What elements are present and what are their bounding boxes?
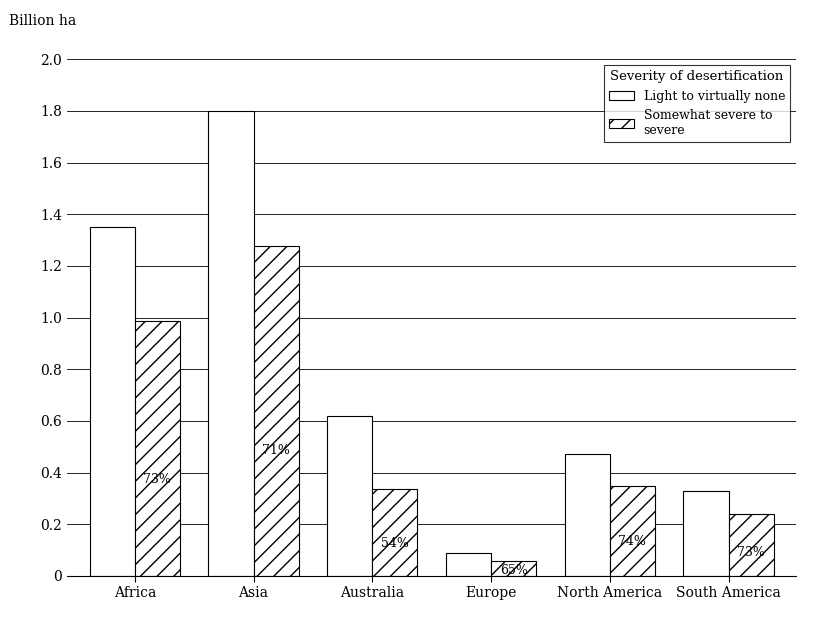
Bar (208, 111, 254, 576)
Bar (327, 416, 372, 576)
Bar (565, 455, 610, 576)
Text: 73%: 73% (143, 473, 172, 486)
Text: 73%: 73% (737, 546, 765, 559)
Bar (684, 491, 728, 576)
Bar (728, 513, 774, 576)
Text: 74%: 74% (619, 536, 646, 549)
Bar (491, 561, 537, 576)
Text: 71%: 71% (262, 444, 290, 457)
Text: Billion ha: Billion ha (9, 14, 76, 28)
Bar (372, 489, 417, 576)
Bar (446, 553, 491, 576)
Legend: Light to virtually none, Somewhat severe to
severe: Light to virtually none, Somewhat severe… (603, 65, 790, 142)
Text: 54%: 54% (381, 537, 409, 550)
Bar (135, 321, 180, 576)
Bar (254, 246, 298, 576)
Bar (89, 227, 135, 576)
Bar (610, 486, 655, 576)
Text: 65%: 65% (500, 564, 528, 577)
